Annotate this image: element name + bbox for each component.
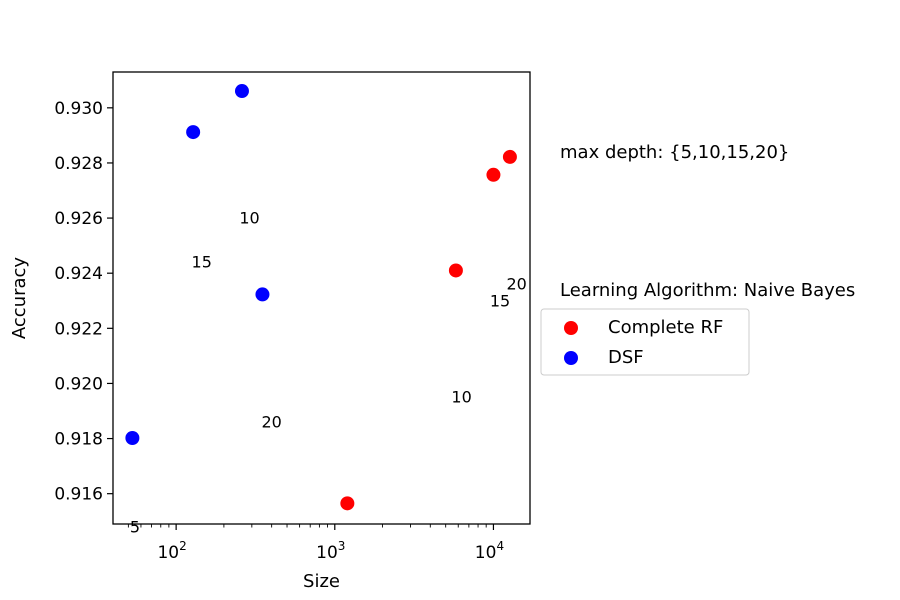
x-tick-label: 102	[157, 539, 186, 563]
point-dsf-1	[125, 431, 140, 446]
point-annotation: 10	[239, 209, 259, 228]
marks-layer	[125, 84, 517, 511]
legend-box	[540, 308, 750, 376]
point-complete-rf-4	[502, 149, 517, 164]
y-tick-label: 0.928	[54, 154, 103, 174]
side-text-learning-algorithm: Learning Algorithm: Naive Bayes	[560, 280, 855, 301]
y-tick-label: 0.916	[54, 485, 103, 505]
legend-marker-dsf	[564, 351, 578, 365]
point-dsf-3	[186, 125, 201, 140]
point-complete-rf-1	[340, 496, 355, 511]
point-annotation: 15	[192, 253, 212, 272]
legend-label-complete-rf: Complete RF	[608, 317, 723, 338]
point-dsf-4	[234, 84, 249, 99]
point-annotation: 20	[506, 275, 526, 294]
point-dsf-2	[255, 287, 270, 302]
y-tick-label: 0.918	[54, 430, 103, 450]
legend-label-dsf: DSF	[608, 347, 644, 368]
point-annotation: 20	[261, 413, 281, 432]
point-annotation: 10	[451, 388, 471, 407]
x-axis-label: Size	[303, 571, 340, 592]
x-tick-label: 104	[475, 539, 504, 563]
point-complete-rf-3	[486, 167, 501, 182]
x-tick-label: 103	[316, 539, 345, 563]
plot-area	[113, 72, 530, 524]
point-complete-rf-2	[448, 263, 463, 278]
legend-marker-complete-rf	[564, 321, 578, 335]
legend: Complete RF DSF	[540, 308, 750, 376]
plot-frame	[112, 71, 531, 525]
side-text-max-depth: max depth: {5,10,15,20}	[560, 142, 789, 163]
y-tick-label: 0.922	[54, 319, 103, 339]
y-tick-label: 0.924	[54, 264, 103, 284]
point-annotation: 5	[130, 517, 140, 536]
y-axis-label: Accuracy	[9, 257, 30, 340]
y-tick-label: 0.930	[54, 99, 103, 119]
y-tick-label: 0.926	[54, 209, 103, 229]
y-tick-label: 0.920	[54, 374, 103, 394]
point-annotation: 15	[490, 291, 510, 310]
